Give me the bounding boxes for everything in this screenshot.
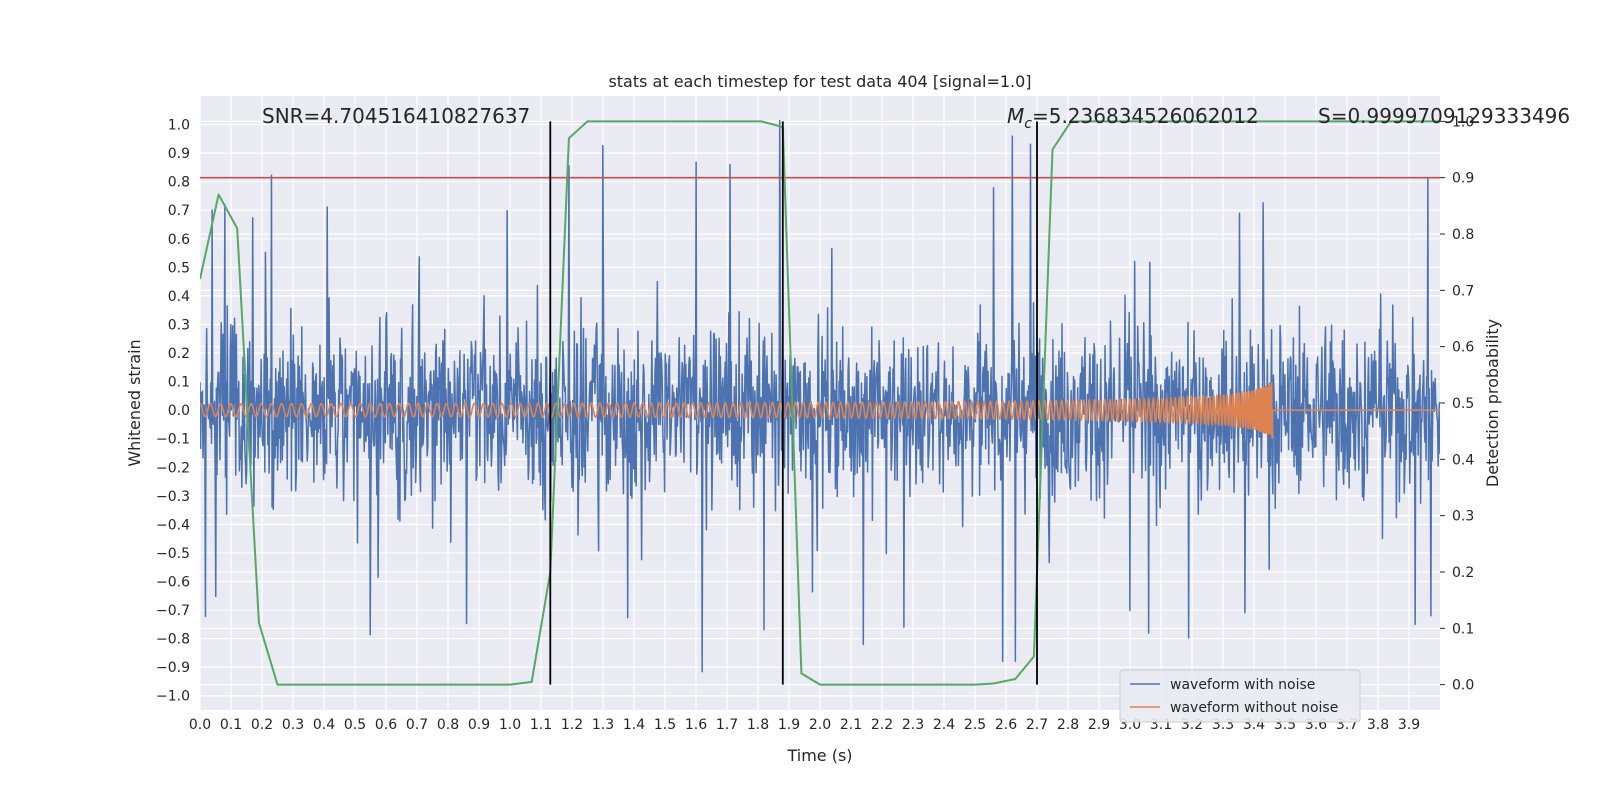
x-tick-label: 0.7 (406, 717, 428, 733)
detection-probability-line (200, 120, 1440, 686)
y-tick-label: −0.9 (156, 660, 190, 676)
x-axis-label: Time (s) (786, 746, 852, 765)
chirp-mass-symbol: M (1007, 104, 1024, 128)
x-tick-label: 0.9 (468, 717, 490, 733)
x-tick-label: 1.6 (685, 717, 707, 733)
y-tick-label: −0.3 (156, 489, 190, 505)
x-tick-label: 0.6 (375, 717, 397, 733)
x-tick-label: 1.2 (561, 717, 583, 733)
chart-title: stats at each timestep for test data 404… (608, 72, 1031, 91)
x-tick-label: 1.3 (592, 717, 614, 733)
x-tick-label: 2.6 (995, 717, 1017, 733)
y2-tick-label: 0.8 (1452, 227, 1474, 243)
y-tick-label: 0.5 (168, 260, 190, 276)
x-tick-label: 0.5 (344, 717, 366, 733)
y-tick-label: 0.3 (168, 317, 190, 333)
x-tick-label: 3.8 (1367, 717, 1389, 733)
clean-waveform-line (200, 382, 1440, 439)
y-tick-label: 1.0 (168, 118, 190, 134)
x-tick-label: 1.9 (778, 717, 800, 733)
y2-tick-label: 0.5 (1452, 396, 1474, 412)
x-tick-label: 0.3 (282, 717, 304, 733)
y2-tick-label: 1.0 (1452, 114, 1474, 130)
y-tick-label: 0.9 (168, 146, 190, 162)
y-tick-label: −0.2 (156, 460, 190, 476)
y-tick-label: 0.8 (168, 175, 190, 191)
chirp-mass-subscript: c (1024, 116, 1032, 132)
y-tick-label: 0.1 (168, 375, 190, 391)
x-tick-label: 2.1 (840, 717, 862, 733)
y2-tick-label: 0.4 (1452, 452, 1474, 468)
y2-axis-ticks: 0.0 0.1 0.2 0.3 0.4 0.5 0.6 0.7 0.8 0.9 1.0 (1440, 114, 1474, 694)
x-tick-label: 2.8 (1057, 717, 1079, 733)
x-tick-label: 1.0 (499, 717, 521, 733)
y2-tick-label: 0.7 (1452, 283, 1474, 299)
y-tick-label: −0.7 (156, 603, 190, 619)
x-tick-label: 0.1 (220, 717, 242, 733)
noisy-waveform-line (200, 119, 1440, 673)
y-tick-label: −0.4 (156, 517, 190, 533)
x-tick-label: 2.9 (1088, 717, 1110, 733)
chirp-mass-annotation: Mc=5.236834526062012 (1007, 104, 1259, 132)
y2-tick-label: 0.0 (1452, 678, 1474, 694)
x-tick-label: 1.7 (716, 717, 738, 733)
chirp-mass-value: =5.236834526062012 (1032, 104, 1259, 128)
y-tick-label: 0.0 (168, 403, 190, 419)
y2-axis-label: Detection probability (1483, 319, 1502, 487)
y-tick-label: 0.7 (168, 203, 190, 219)
y2-tick-label: 0.2 (1452, 565, 1474, 581)
y-tick-label: −0.5 (156, 546, 190, 562)
x-tick-label: 0.2 (251, 717, 273, 733)
x-tick-label: 0.8 (437, 717, 459, 733)
legend: waveform with noise waveform without noi… (1119, 669, 1361, 723)
y-tick-label: −1.0 (156, 689, 190, 705)
y-tick-label: 0.4 (168, 289, 190, 305)
legend-clean-label: waveform without noise (1170, 700, 1338, 716)
x-tick-label: 1.4 (623, 717, 645, 733)
y2-tick-label: 0.9 (1452, 171, 1474, 187)
x-tick-label: 2.3 (902, 717, 924, 733)
x-tick-label: 2.0 (809, 717, 831, 733)
y-tick-label: 0.6 (168, 232, 190, 248)
legend-box (1119, 669, 1361, 723)
x-tick-label: 2.4 (933, 717, 955, 733)
y2-tick-label: 0.6 (1452, 340, 1474, 356)
y-axis-ticks: −1.0 −0.9 −0.8 −0.7 −0.6 −0.5 −0.4 −0.3 −0.2 −0.1… (156, 118, 190, 705)
snr-annotation: SNR=4.704516410827637 (262, 104, 530, 128)
y-axis-label: Whitened strain (125, 339, 144, 466)
s-annotation: S=0.9999709129333496 (1318, 104, 1570, 128)
y-tick-label: −0.6 (156, 574, 190, 590)
x-tick-label: 1.8 (747, 717, 769, 733)
x-tick-label: 3.9 (1398, 717, 1420, 733)
x-tick-label: 2.2 (871, 717, 893, 733)
y-tick-label: −0.1 (156, 432, 190, 448)
x-tick-label: 0.4 (313, 717, 335, 733)
y2-tick-label: 0.1 (1452, 621, 1474, 637)
x-tick-label: 1.5 (654, 717, 676, 733)
x-tick-label: 0.0 (189, 717, 211, 733)
x-tick-label: 2.7 (1026, 717, 1048, 733)
x-tick-label: 2.5 (964, 717, 986, 733)
x-tick-label: 1.1 (530, 717, 552, 733)
y-tick-label: −0.8 (156, 632, 190, 648)
y-tick-label: 0.2 (168, 346, 190, 362)
y2-tick-label: 0.3 (1452, 509, 1474, 525)
legend-noisy-label: waveform with noise (1170, 677, 1315, 693)
